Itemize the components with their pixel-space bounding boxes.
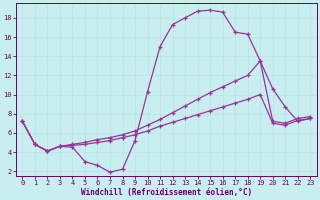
X-axis label: Windchill (Refroidissement éolien,°C): Windchill (Refroidissement éolien,°C) [81, 188, 252, 197]
